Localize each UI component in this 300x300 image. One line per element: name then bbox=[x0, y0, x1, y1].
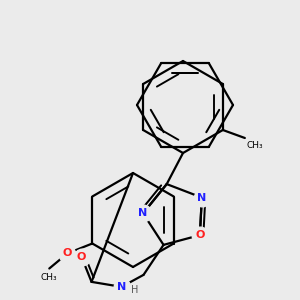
Text: H: H bbox=[130, 285, 138, 295]
Text: O: O bbox=[77, 252, 86, 262]
Text: O: O bbox=[63, 248, 72, 259]
Text: N: N bbox=[117, 282, 126, 292]
Text: CH₃: CH₃ bbox=[247, 141, 263, 150]
Text: N: N bbox=[197, 193, 206, 202]
Text: CH₃: CH₃ bbox=[41, 274, 58, 283]
Text: O: O bbox=[195, 230, 205, 240]
Text: N: N bbox=[138, 208, 148, 218]
